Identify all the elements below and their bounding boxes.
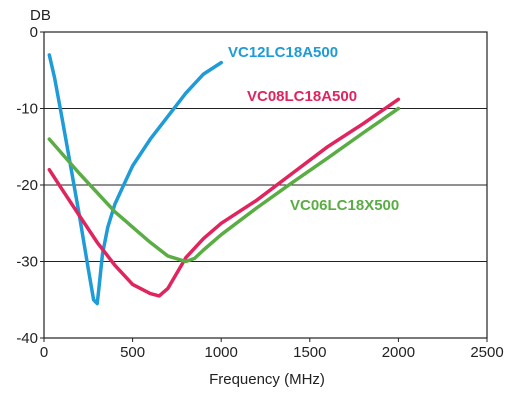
x-tick-label: 2500 bbox=[470, 344, 503, 361]
series-line-vc12lc18a500 bbox=[47, 53, 223, 306]
y-tick-label: -30 bbox=[16, 254, 38, 271]
x-tick-label: 1500 bbox=[293, 344, 326, 361]
y-tick-label: -20 bbox=[16, 177, 38, 194]
series-line-vc08lc18a500 bbox=[47, 97, 401, 298]
y-axis: 0 -10 -20 -30 -40 bbox=[16, 24, 44, 347]
x-tick-label: 2000 bbox=[382, 344, 415, 361]
series-line-vc06lc18x500 bbox=[47, 106, 401, 264]
grid-lines bbox=[44, 108, 487, 262]
x-tick-label: 500 bbox=[120, 344, 145, 361]
x-axis: 0 500 1000 1500 2000 2500 bbox=[40, 338, 504, 361]
series-label-vc12lc18a500: VC12LC18A500 bbox=[228, 44, 338, 61]
y-tick-label: -10 bbox=[16, 101, 38, 118]
series-label-vc08lc18a500: VC08LC18A500 bbox=[247, 88, 357, 105]
y-tick-label: 0 bbox=[30, 24, 38, 41]
x-tick-label: 0 bbox=[40, 344, 48, 361]
y-axis-label: DB bbox=[30, 7, 51, 24]
x-tick-label: 1000 bbox=[205, 344, 238, 361]
x-axis-label: Frequency (MHz) bbox=[209, 371, 325, 388]
y-tick-label: -40 bbox=[16, 330, 38, 347]
series-label-vc06lc18x500: VC06LC18X500 bbox=[290, 197, 399, 214]
series-lines bbox=[47, 53, 401, 306]
